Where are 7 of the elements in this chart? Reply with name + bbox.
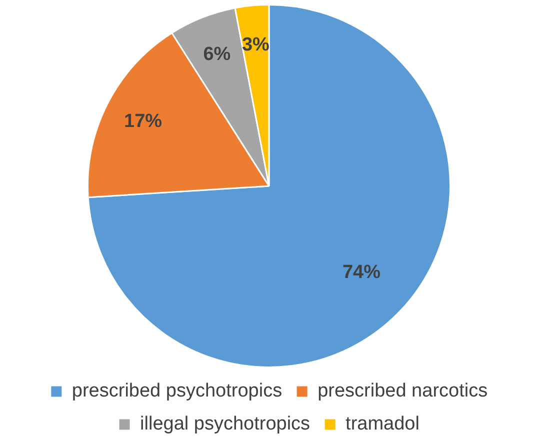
legend-label: prescribed narcotics	[318, 380, 488, 402]
legend-label: prescribed psychotropics	[72, 380, 282, 402]
data-label: 17%	[124, 111, 162, 132]
data-label: 74%	[342, 262, 381, 284]
legend-label: tramadol	[346, 414, 420, 435]
data-label: 6%	[203, 44, 231, 65]
legend-label: illegal psychotropics	[140, 414, 310, 435]
